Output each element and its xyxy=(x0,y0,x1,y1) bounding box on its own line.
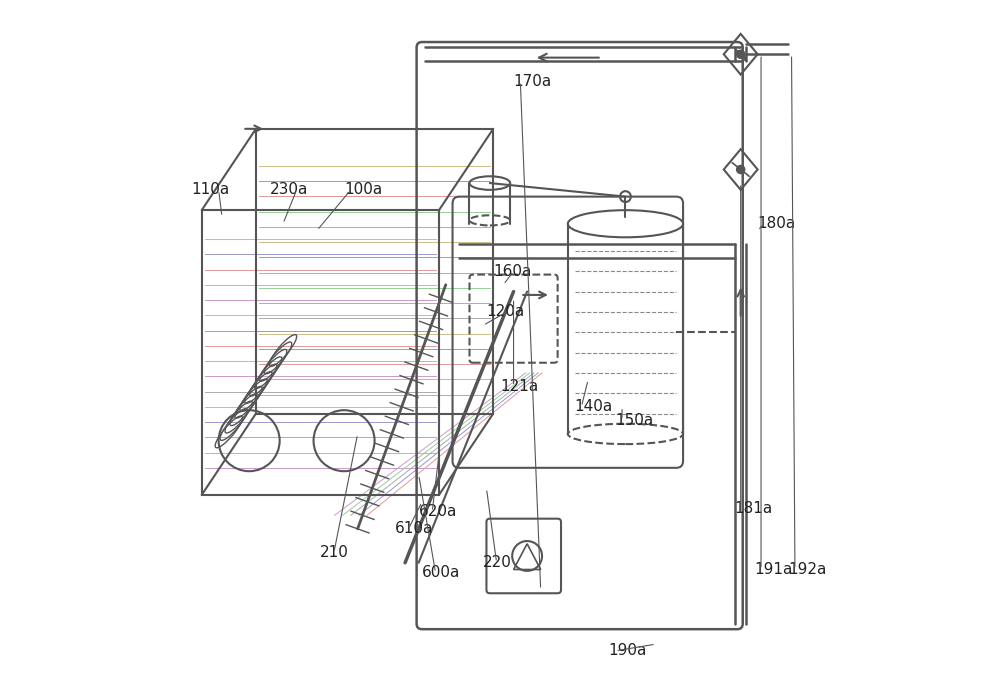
Circle shape xyxy=(737,50,745,58)
Text: 150a: 150a xyxy=(615,413,654,428)
Text: 121a: 121a xyxy=(500,379,538,394)
Text: 220: 220 xyxy=(483,555,512,570)
Text: 180a: 180a xyxy=(758,216,796,231)
Text: 170a: 170a xyxy=(514,74,552,89)
Text: 230a: 230a xyxy=(269,182,308,197)
Text: 181a: 181a xyxy=(734,501,772,516)
Text: 620a: 620a xyxy=(419,504,457,519)
Text: 110a: 110a xyxy=(192,182,230,197)
Text: 210: 210 xyxy=(320,545,349,560)
Text: 192a: 192a xyxy=(788,562,827,577)
Text: 191a: 191a xyxy=(754,562,793,577)
Text: 160a: 160a xyxy=(493,264,532,279)
Text: 610a: 610a xyxy=(395,521,433,536)
Text: 140a: 140a xyxy=(575,399,613,414)
Text: 120a: 120a xyxy=(486,304,525,319)
Circle shape xyxy=(737,165,745,174)
Text: 190a: 190a xyxy=(608,643,647,658)
Text: 600a: 600a xyxy=(422,565,460,580)
Text: 100a: 100a xyxy=(344,182,382,197)
